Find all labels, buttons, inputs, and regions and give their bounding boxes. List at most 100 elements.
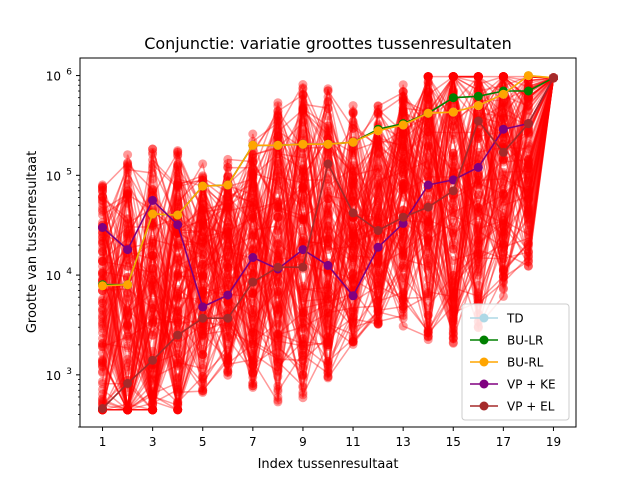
background-series-point bbox=[248, 381, 258, 391]
background-series-point bbox=[348, 268, 358, 278]
background-series-line bbox=[102, 74, 555, 411]
legend-label: TD bbox=[506, 312, 524, 326]
background-series-point bbox=[498, 227, 508, 237]
background-series-point bbox=[123, 405, 133, 415]
background-series-point bbox=[423, 256, 433, 266]
background-series-point bbox=[223, 172, 233, 182]
background-series-point bbox=[223, 266, 233, 276]
background-series-point bbox=[248, 246, 258, 256]
background-series-point bbox=[348, 178, 358, 188]
background-series-point bbox=[248, 150, 258, 160]
background-series-line bbox=[101, 75, 554, 385]
background-series-point bbox=[398, 250, 408, 260]
background-series-point bbox=[373, 168, 383, 178]
background-series-point bbox=[398, 98, 408, 108]
background-series-point bbox=[348, 197, 358, 207]
series-point bbox=[248, 277, 258, 287]
background-series-point bbox=[98, 196, 107, 206]
background-series-point bbox=[148, 238, 158, 248]
background-series-point bbox=[248, 203, 258, 212]
background-series-point bbox=[223, 189, 233, 199]
background-series-line bbox=[101, 76, 555, 373]
background-series-point bbox=[148, 250, 158, 260]
background-series-point bbox=[373, 132, 383, 142]
background-series-point bbox=[523, 251, 533, 261]
background-series-point bbox=[398, 187, 408, 197]
background-series-point bbox=[473, 206, 483, 216]
background-series-point bbox=[198, 227, 208, 236]
background-series-point bbox=[98, 268, 107, 278]
background-series-point bbox=[498, 253, 508, 263]
background-series-point bbox=[323, 320, 333, 330]
background-series-point bbox=[448, 122, 458, 132]
background-series-point bbox=[98, 257, 107, 266]
background-series-point bbox=[148, 327, 158, 337]
background-series-point bbox=[498, 272, 508, 282]
background-series-point bbox=[273, 127, 283, 137]
background-series-point bbox=[298, 164, 308, 174]
background-series-point bbox=[248, 164, 258, 174]
background-series-point bbox=[198, 350, 208, 359]
background-series-point bbox=[273, 329, 283, 339]
background-series-point bbox=[273, 395, 283, 405]
background-series-point bbox=[373, 142, 383, 152]
background-series-point bbox=[348, 303, 358, 313]
background-series-point bbox=[498, 216, 508, 225]
background-series-point bbox=[98, 395, 107, 404]
background-series-point bbox=[123, 331, 133, 341]
background-series-point bbox=[173, 358, 183, 368]
background-series-point bbox=[498, 72, 508, 82]
background-series-point bbox=[248, 368, 258, 378]
background-series-point bbox=[173, 349, 183, 359]
background-series-point bbox=[198, 331, 208, 341]
background-series-line bbox=[102, 77, 555, 411]
series-point bbox=[473, 162, 483, 172]
background-series-point bbox=[448, 193, 458, 203]
background-series-point bbox=[148, 264, 158, 274]
background-series-point bbox=[498, 196, 508, 206]
background-series-point bbox=[248, 197, 258, 207]
background-series-line bbox=[101, 77, 555, 410]
background-series-point bbox=[248, 174, 258, 184]
background-series-point bbox=[398, 234, 408, 243]
background-series-point bbox=[498, 194, 508, 204]
background-series-point bbox=[323, 126, 333, 136]
background-series-point bbox=[448, 313, 458, 323]
background-series-point bbox=[373, 140, 383, 150]
background-series-line bbox=[101, 75, 555, 365]
background-series-point bbox=[148, 263, 158, 273]
background-series-point bbox=[123, 308, 133, 318]
background-series-point bbox=[173, 305, 183, 315]
background-series-point bbox=[448, 316, 458, 326]
background-series-point bbox=[123, 405, 133, 415]
background-series-point bbox=[123, 289, 133, 298]
background-series-point bbox=[348, 253, 358, 263]
background-series-point bbox=[123, 288, 133, 297]
background-series-point bbox=[498, 229, 508, 239]
background-series-point bbox=[223, 187, 233, 197]
background-series-point bbox=[473, 180, 483, 190]
background-series-point bbox=[273, 309, 283, 319]
background-series-point bbox=[298, 167, 308, 177]
background-series-point bbox=[148, 270, 158, 280]
legend-marker bbox=[479, 401, 489, 411]
background-series-point bbox=[223, 162, 233, 172]
background-series-point bbox=[423, 234, 433, 244]
background-series-line bbox=[101, 75, 554, 410]
background-series-point bbox=[448, 130, 458, 140]
background-series-point bbox=[98, 358, 107, 368]
background-series-point bbox=[473, 251, 483, 261]
background-series-point bbox=[323, 319, 333, 329]
background-series-point bbox=[448, 151, 458, 161]
background-series-point bbox=[473, 222, 483, 232]
background-series-point bbox=[123, 159, 133, 169]
background-series-point bbox=[423, 140, 433, 150]
background-series-point bbox=[123, 405, 133, 415]
background-series-point bbox=[98, 323, 107, 333]
background-series-point bbox=[373, 109, 383, 119]
background-series-point bbox=[273, 290, 283, 300]
background-series-point bbox=[323, 208, 333, 218]
background-series-point bbox=[373, 132, 383, 142]
background-series-point bbox=[423, 165, 433, 174]
background-series-point bbox=[298, 183, 308, 193]
